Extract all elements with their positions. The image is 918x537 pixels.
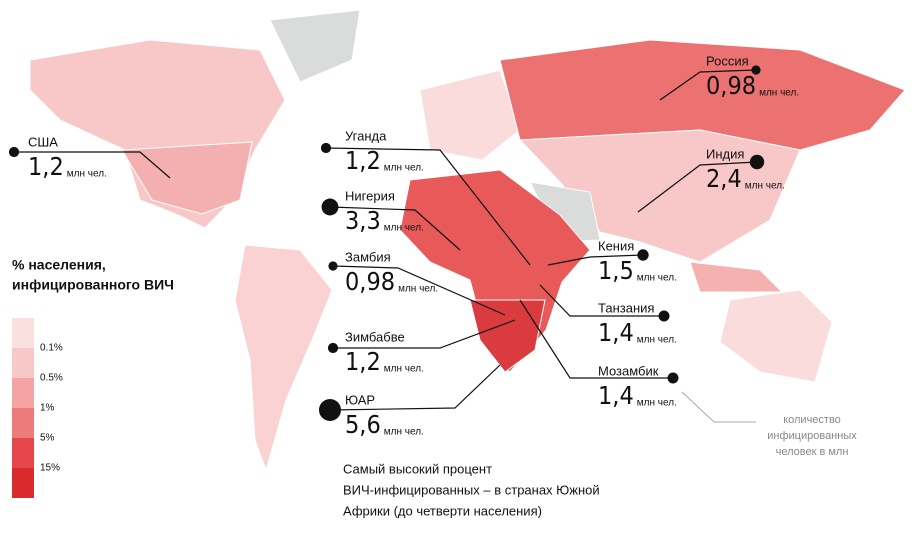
country-name: Нигерия bbox=[345, 188, 395, 203]
legend-swatch bbox=[12, 408, 34, 438]
value-dot bbox=[667, 372, 679, 384]
legend-break-label: 1% bbox=[40, 403, 55, 414]
country-name: Уганда bbox=[345, 128, 387, 143]
value-label: 1,2 bbox=[28, 152, 64, 181]
country-name: Индия bbox=[706, 146, 744, 161]
leader-line bbox=[325, 147, 531, 266]
country-name: Кения bbox=[598, 238, 634, 253]
annotation: ВИЧ-инфицированных – в странах Южной bbox=[343, 482, 600, 497]
country-name: Танзания bbox=[598, 300, 654, 315]
country-name: ЮАР bbox=[345, 392, 375, 407]
annotation: Африки (до четверти населения) bbox=[343, 503, 542, 518]
value-label: 5,6 bbox=[345, 410, 381, 439]
unit-label: млн чел. bbox=[759, 88, 799, 99]
value-dot bbox=[637, 249, 649, 261]
legend-swatch bbox=[12, 438, 34, 468]
value-label: 1,5 bbox=[598, 256, 634, 285]
note-leader bbox=[681, 391, 756, 423]
usa bbox=[121, 141, 253, 215]
value-label: 2,4 bbox=[706, 164, 742, 193]
unit-label: млн чел. bbox=[637, 273, 677, 284]
europe bbox=[419, 69, 521, 161]
value-label: 0,98 bbox=[345, 267, 395, 296]
leader-line bbox=[332, 265, 506, 316]
annotation: Самый высокий процент bbox=[343, 461, 492, 476]
country-name: Россия bbox=[706, 53, 749, 68]
leader-line bbox=[547, 254, 644, 266]
value-label: 1,2 bbox=[345, 347, 381, 376]
value-label: 1,4 bbox=[598, 381, 634, 410]
legend-break-label: 15% bbox=[40, 463, 60, 474]
legend-swatch bbox=[12, 318, 34, 348]
southern-africa bbox=[469, 299, 546, 373]
south-america bbox=[234, 244, 333, 472]
country-name: Зимбабве bbox=[345, 329, 405, 344]
value-dot bbox=[321, 198, 339, 216]
leader-line bbox=[659, 69, 757, 101]
leader-line bbox=[329, 206, 461, 251]
legend-swatch bbox=[12, 378, 34, 408]
leader-line bbox=[519, 299, 673, 379]
country-name: Мозамбик bbox=[598, 363, 659, 378]
value-dot bbox=[327, 342, 339, 354]
leader-line bbox=[637, 161, 758, 213]
size-note: человек в млн bbox=[776, 446, 849, 458]
legend-break-label: 0.1% bbox=[40, 343, 63, 354]
unit-label: млн чел. bbox=[384, 364, 424, 375]
value-dot bbox=[749, 154, 765, 170]
value-dot bbox=[8, 146, 20, 158]
legend-swatch bbox=[12, 468, 34, 498]
leader-line bbox=[539, 284, 664, 317]
unit-label: млн чел. bbox=[637, 335, 677, 346]
unit-label: млн чел. bbox=[745, 181, 785, 192]
value-label: 3,3 bbox=[345, 206, 381, 235]
value-dot bbox=[320, 142, 332, 154]
leader-line bbox=[333, 319, 516, 349]
legend-break-label: 5% bbox=[40, 433, 55, 444]
value-label: 1,2 bbox=[345, 146, 381, 175]
unit-label: млн чел. bbox=[398, 284, 438, 295]
legend-swatch bbox=[12, 348, 34, 378]
unit-label: млн чел. bbox=[384, 427, 424, 438]
country-name: Замбия bbox=[345, 249, 391, 264]
southeast-asia bbox=[689, 261, 784, 293]
legend-break-label: 0.5% bbox=[40, 373, 63, 384]
australia bbox=[719, 289, 833, 383]
size-note: инфицированных bbox=[767, 430, 857, 442]
unit-label: млн чел. bbox=[384, 223, 424, 234]
size-note: количество bbox=[783, 414, 841, 426]
value-dot bbox=[751, 65, 761, 75]
legend-title: инфицированного ВИЧ bbox=[12, 277, 174, 293]
unit-label: млн чел. bbox=[67, 169, 107, 180]
legend-title: % населения, bbox=[12, 257, 106, 273]
value-dot bbox=[318, 398, 342, 422]
greenland bbox=[269, 9, 361, 83]
value-label: 0,98 bbox=[706, 71, 756, 100]
country-name: США bbox=[28, 134, 58, 149]
world-map bbox=[29, 9, 906, 472]
value-label: 1,4 bbox=[598, 318, 634, 347]
unit-label: млн чел. bbox=[384, 163, 424, 174]
leader-line bbox=[329, 364, 501, 411]
value-dot bbox=[328, 261, 338, 271]
unit-label: млн чел. bbox=[637, 398, 677, 409]
overlay: % населения, инфицированного ВИЧ 0.1% 0.5% 1… bbox=[8, 53, 857, 518]
value-dot bbox=[658, 310, 670, 322]
leader-line bbox=[14, 151, 171, 179]
